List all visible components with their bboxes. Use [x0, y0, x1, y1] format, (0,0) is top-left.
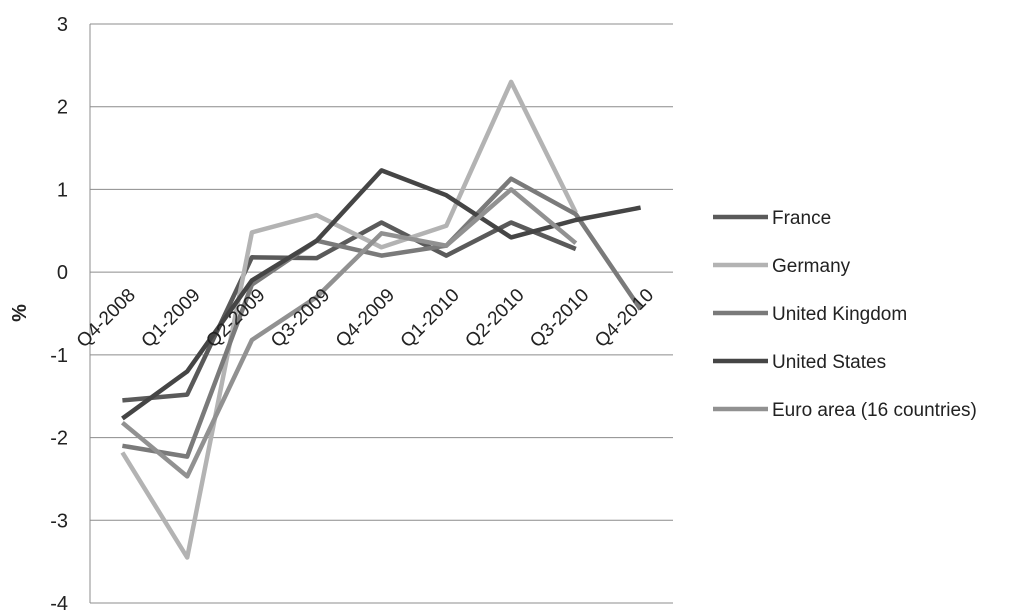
gridlines — [89, 23, 673, 604]
legend-label: Euro area (16 countries) — [772, 400, 977, 421]
x-tick-label: Q3-2009 — [267, 285, 334, 352]
series-line-euro-area-16-countries — [120, 187, 578, 479]
y-tick-label: -2 — [50, 428, 68, 450]
legend-label: United States — [772, 352, 886, 373]
series-line-united-kingdom — [122, 176, 643, 459]
x-tick-label: Q3-2010 — [526, 285, 593, 352]
x-tick-label: Q1-2010 — [397, 285, 464, 352]
x-tick-label: Q4-2009 — [332, 285, 399, 352]
legend-label: United Kingdom — [772, 304, 907, 325]
y-tick-label: -1 — [50, 345, 68, 367]
x-tick-label: Q4-2008 — [73, 285, 140, 352]
x-axis-ticks: Q4-2008Q1-2009Q2-2009Q3-2009Q4-2009Q1-20… — [73, 285, 658, 352]
y-tick-label: -4 — [50, 593, 68, 610]
x-tick-label: Q4-2010 — [591, 285, 658, 352]
x-tick-label: Q1-2009 — [138, 285, 205, 352]
y-tick-label: 2 — [57, 97, 68, 119]
y-tick-label: 3 — [57, 14, 68, 36]
y-tick-label: 1 — [57, 179, 68, 201]
y-tick-label: 0 — [57, 262, 68, 284]
series-line-germany — [120, 79, 578, 560]
legend-label: France — [772, 208, 831, 229]
legend: France Germany United Kingdom United States… — [713, 208, 977, 421]
y-tick-label: -3 — [50, 510, 68, 532]
y-axis-ticks: -4 -3 -2 -1 0 1 2 3 — [50, 14, 68, 610]
series-lines — [120, 79, 643, 560]
y-axis-label: % — [9, 304, 31, 322]
legend-label: Germany — [772, 256, 851, 277]
x-tick-label: Q2-2010 — [461, 285, 528, 352]
